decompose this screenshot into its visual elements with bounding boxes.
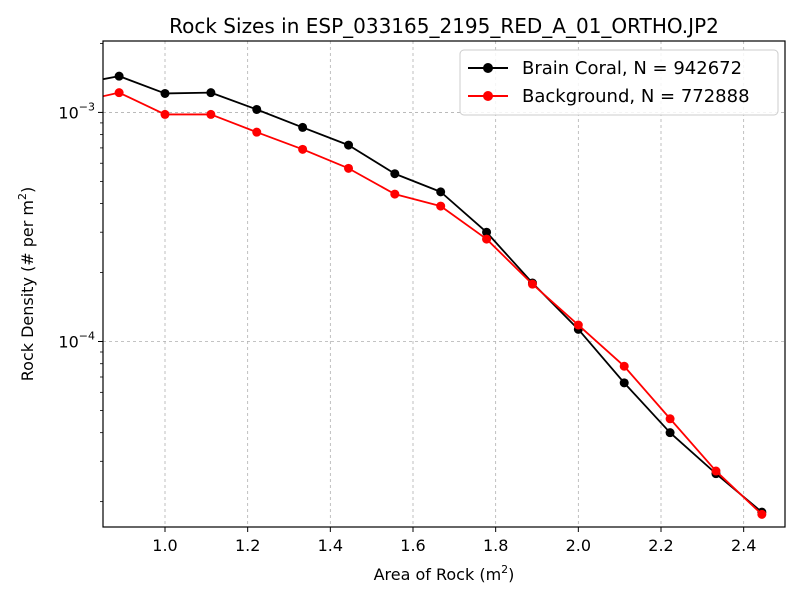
legend-entry-background: Background, N = 772888 [468,86,750,107]
series-0-point [436,187,446,197]
series-0-point [665,428,675,438]
series-0-point [344,140,354,150]
legend-marker-background [483,91,493,101]
series-line-0 [103,75,763,513]
grid-lines [103,41,785,527]
series-1-point [619,361,629,371]
x-tick-label: 1.6 [400,536,425,555]
x-tick-label: 1.2 [235,536,260,555]
series-1-point [344,163,354,173]
x-tick-label: 1.4 [318,536,343,555]
legend: Brain Coral, N = 942672 Background, N = … [459,49,779,116]
x-tick-label: 2.4 [731,536,756,555]
series-1-point [711,466,721,476]
series-1-point [390,189,400,199]
legend-box [459,49,779,116]
series-0-point [114,71,124,81]
series-0-point [482,227,492,237]
series-1-point [527,279,537,289]
series-1-point [298,144,308,154]
series-1-point [114,88,124,98]
series-0-point [390,169,400,179]
axis-ticks: 1.0 1.2 1.4 1.6 1.8 2.0 2.2 2.4 10−4 10−3 [58,43,756,555]
chart-title: Rock Sizes in ESP_033165_2195_RED_A_01_O… [169,14,719,38]
x-axis-label: Area of Rock (m2) [374,563,515,584]
y-axis-label: Rock Density (# per m2) [16,187,37,381]
data-series [103,71,767,519]
series-1-point [160,109,170,119]
x-tick-label: 1.0 [152,536,177,555]
series-1-point [436,201,446,211]
series-0-point [298,122,308,132]
series-0-point [206,88,216,98]
series-line-1 [103,91,763,516]
y-tick-label: 10−3 [58,100,95,122]
legend-entry-brain-coral: Brain Coral, N = 942672 [468,58,742,79]
legend-label-brain-coral: Brain Coral, N = 942672 [522,58,742,79]
series-0-point [252,104,262,114]
series-0-point [160,88,170,98]
series-1-point [482,234,492,244]
y-tick-label: 10−4 [58,330,95,352]
legend-marker-brain-coral [483,63,493,73]
series-1-point [573,320,583,330]
series-1-point [206,109,216,119]
x-tick-label: 1.8 [483,536,508,555]
x-tick-label: 2.2 [648,536,673,555]
x-tick-label: 2.0 [566,536,591,555]
plot-frame [102,40,786,528]
legend-label-background: Background, N = 772888 [522,86,750,107]
series-1-point [757,509,767,519]
series-1-point [252,127,262,137]
series-0-point [619,378,629,388]
series-1-point [665,414,675,424]
